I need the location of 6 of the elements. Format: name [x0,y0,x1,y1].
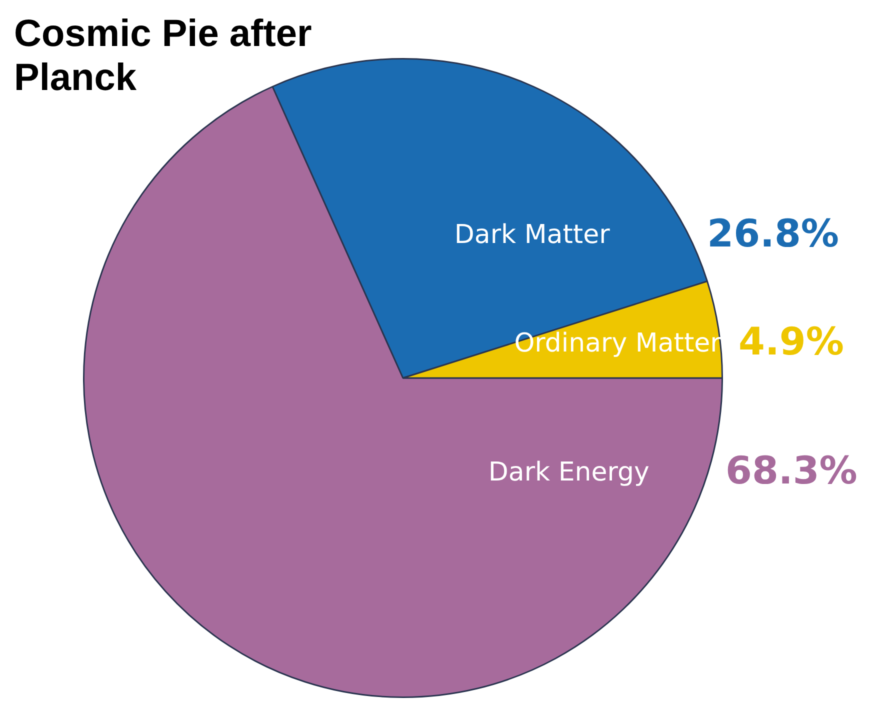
slice-label: Dark Matter [454,220,610,250]
data-label: 26.8% [707,211,839,256]
data-label: 4.9% [738,320,844,364]
slice-label: Dark Energy [488,458,650,488]
chart-title: Cosmic Pie after Planck [14,12,313,100]
data-label: 68.3% [726,448,858,493]
